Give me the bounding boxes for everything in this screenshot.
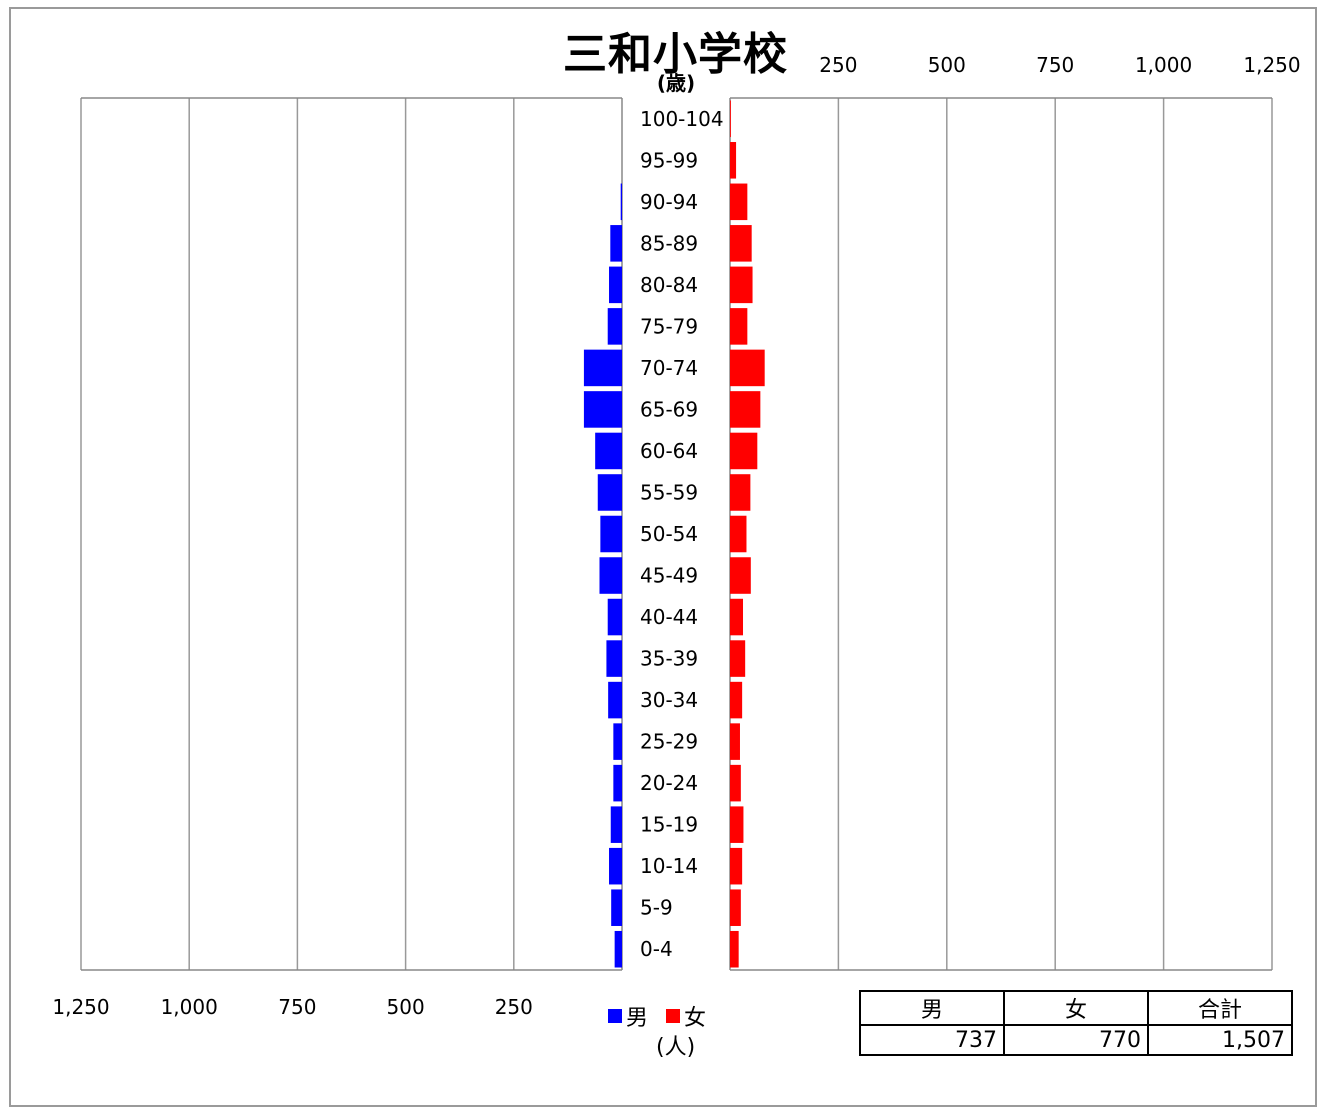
bar-female (730, 266, 753, 304)
legend-item-female: 女 (666, 1000, 706, 1032)
bar-female (730, 391, 761, 428)
age-label: 80-84 (640, 273, 698, 297)
bar-female (730, 183, 748, 221)
bar-female (730, 847, 743, 885)
age-label: 25-29 (640, 730, 698, 754)
age-label: 35-39 (640, 647, 698, 671)
age-label: 0-4 (640, 937, 673, 961)
bar-male (583, 349, 622, 387)
bar-male (609, 266, 622, 304)
legend-item-male: 男 (608, 1000, 648, 1032)
age-label: 5-9 (640, 896, 673, 920)
totals-header-row: 男 女 合計 (859, 990, 1293, 1026)
bar-male (600, 515, 622, 553)
legend: 男 女 (608, 1000, 706, 1032)
totals-value-male: 737 (859, 1024, 1005, 1056)
age-label: 70-74 (640, 356, 698, 380)
bar-female (730, 598, 744, 636)
bar-male (613, 723, 622, 760)
bar-male (609, 847, 622, 885)
x-tick-label-male: 250 (495, 995, 533, 1019)
bar-male (620, 183, 622, 221)
bar-female (730, 432, 758, 470)
bar-male (611, 889, 622, 926)
bar-male (599, 557, 622, 594)
age-label: 90-94 (640, 190, 698, 214)
bar-female (730, 100, 731, 138)
totals-table: 男 女 合計 737 770 1,507 (859, 990, 1293, 1056)
bar-male (597, 474, 622, 511)
bar-female (730, 764, 741, 802)
age-label: 20-24 (640, 771, 698, 795)
totals-value-female: 770 (1003, 1024, 1149, 1056)
bar-female (730, 557, 751, 594)
x-tick-label-male: 500 (387, 995, 425, 1019)
bar-female (730, 930, 739, 968)
bar-male (595, 432, 622, 470)
bar-male (607, 308, 622, 345)
age-label: 60-64 (640, 439, 698, 463)
x-tick-label-male: 750 (278, 995, 316, 1019)
bar-male (614, 930, 622, 968)
bar-female (730, 474, 751, 511)
bar-male (610, 806, 622, 843)
age-label: 15-19 (640, 813, 698, 837)
age-label: 100-104 (640, 107, 724, 131)
bar-female (730, 681, 743, 719)
x-tick-label-female: 1,000 (1135, 53, 1192, 77)
x-tick-label-female: 750 (1036, 53, 1074, 77)
bar-female (730, 349, 765, 387)
bar-male (613, 764, 622, 802)
bar-male (608, 681, 622, 719)
totals-header-total: 合計 (1147, 990, 1293, 1026)
bar-male (583, 391, 622, 428)
totals-value-row: 737 770 1,507 (859, 1024, 1293, 1056)
age-label: 55-59 (640, 480, 698, 504)
x-tick-label-male: 1,250 (52, 995, 109, 1019)
legend-swatch-female (666, 1009, 681, 1023)
totals-value-total: 1,507 (1147, 1024, 1293, 1056)
legend-label-female: 女 (684, 1006, 707, 1031)
x-tick-label-female: 500 (928, 53, 966, 77)
x-tick-label-male: 1,000 (161, 995, 218, 1019)
age-label: 40-44 (640, 605, 698, 629)
legend-label-male: 男 (626, 1006, 649, 1031)
bar-male (607, 598, 622, 636)
age-label: 65-69 (640, 397, 698, 421)
x-tick-label-female: 1,250 (1243, 53, 1300, 77)
pyramid-chart: 1,250 1,000 750 500 250 250 500 750 1,000 1,250 (歳… (52, 53, 1300, 1019)
age-label: 30-34 (640, 688, 698, 712)
age-label: 50-54 (640, 522, 698, 546)
age-label: 75-79 (640, 314, 698, 338)
totals-header-female: 女 (1003, 990, 1149, 1026)
bar-female (730, 640, 746, 677)
bar-female (730, 308, 748, 345)
age-label: 45-49 (640, 564, 698, 588)
bar-female (730, 225, 752, 262)
bar-female (730, 889, 741, 926)
x-tick-label-female: 250 (819, 53, 857, 77)
bar-male (610, 225, 622, 262)
bar-female (730, 142, 737, 179)
totals-header-male: 男 (859, 990, 1005, 1026)
chart-title: 三和小学校 (563, 29, 788, 80)
age-label: 85-89 (640, 231, 698, 255)
y-axis-label: (歳) (657, 71, 695, 95)
x-axis-label: (人) (656, 1035, 696, 1060)
bar-male (606, 640, 622, 677)
legend-swatch-male (608, 1009, 622, 1023)
age-label: 10-14 (640, 854, 698, 878)
age-label: 95-99 (640, 148, 698, 172)
bar-female (730, 515, 747, 553)
bar-female (730, 723, 740, 760)
bar-female (730, 806, 744, 843)
